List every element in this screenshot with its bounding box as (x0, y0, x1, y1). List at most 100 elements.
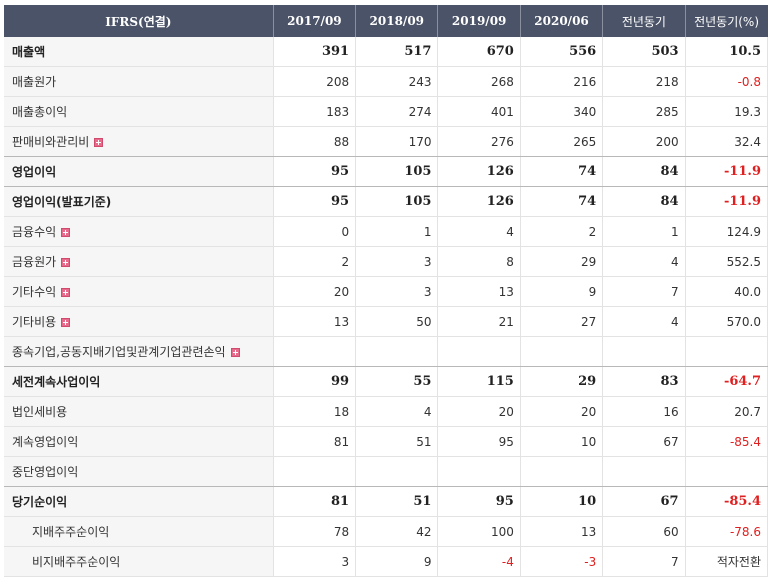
value-cell: 126 (437, 186, 521, 217)
value-cell: 50 (355, 306, 438, 337)
header-col-4: 2020/06 (519, 5, 603, 37)
value-cell: 95 (437, 486, 521, 517)
value-cell: 2 (272, 246, 356, 277)
table-row: 종속기업,공동지배기업및관계기업관련손익 (4, 336, 769, 367)
value-cell (355, 336, 438, 367)
table-row: 매출액 391 517 670 556 503 10.5 (4, 37, 769, 67)
value-cell: 105 (355, 186, 438, 217)
row-label: 세전계속사업이익 (12, 375, 101, 389)
table-row: 비지배주주순이익 3 9 -4 -3 7 적자전환 (4, 546, 769, 577)
row-label-cell: 매출액 (4, 37, 274, 67)
value-cell: -11.9 (684, 156, 769, 187)
table-row: 계속영업이익 81 51 95 10 67 -85.4 (4, 426, 769, 457)
value-cell: 18 (272, 396, 356, 427)
value-cell: 183 (272, 96, 356, 127)
header-col-2: 2018/09 (355, 5, 438, 37)
row-label: 계속영업이익 (12, 435, 79, 449)
value-cell: 83 (602, 366, 686, 397)
value-cell: 51 (355, 486, 438, 517)
expand-plus-icon[interactable] (61, 258, 71, 267)
row-label-cell: 당기순이익 (4, 486, 274, 517)
value-cell: 32.4 (684, 126, 769, 157)
value-cell: 285 (602, 96, 686, 127)
value-cell: -3 (519, 546, 603, 577)
row-label-cell: 영업이익(발표기준) (4, 186, 274, 217)
value-cell: 2 (519, 216, 603, 247)
value-cell: 552.5 (684, 246, 769, 277)
value-cell (684, 336, 769, 367)
value-cell (519, 456, 603, 487)
value-cell: 95 (272, 186, 356, 217)
row-label-cell: 매출총이익 (4, 96, 274, 127)
value-cell: 391 (272, 37, 356, 67)
value-cell: 51 (355, 426, 438, 457)
value-cell: 7 (602, 546, 686, 577)
value-cell: 99 (272, 366, 356, 397)
value-cell: 276 (437, 126, 521, 157)
value-cell: 4 (355, 396, 438, 427)
value-cell (272, 336, 356, 367)
value-cell: 126 (437, 156, 521, 187)
header-row: IFRS(연결) 2017/09 2018/09 2019/09 2020/06… (4, 5, 768, 37)
value-cell: 218 (602, 66, 686, 97)
header-col-5: 전년동기 (602, 5, 686, 37)
value-cell (684, 456, 769, 487)
row-label: 매출총이익 (12, 105, 68, 119)
value-cell: 340 (519, 96, 603, 127)
row-label: 판매비와관리비 (12, 135, 90, 149)
row-label: 종속기업,공동지배기업및관계기업관련손익 (12, 345, 226, 359)
table-row: 기타비용 13 50 21 27 4 570.0 (4, 306, 769, 337)
expand-plus-icon[interactable] (61, 318, 71, 327)
table-row: 세전계속사업이익 99 55 115 29 83 -64.7 (4, 366, 769, 397)
income-statement-table-wrap: IFRS(연결) 2017/09 2018/09 2019/09 2020/06… (4, 5, 769, 577)
row-label-cell: 중단영업이익 (4, 456, 274, 487)
row-label: 당기순이익 (12, 495, 68, 509)
value-cell (437, 336, 521, 367)
value-cell: 67 (602, 426, 686, 457)
value-cell: 517 (355, 37, 438, 67)
value-cell: 19.3 (684, 96, 769, 127)
table-row: 매출원가 208 243 268 216 218 -0.8 (4, 66, 769, 97)
row-label: 기타수익 (12, 285, 57, 299)
value-cell: 0 (272, 216, 356, 247)
value-cell: 3 (355, 276, 438, 307)
row-label: 기타비용 (12, 315, 57, 329)
table-row: 영업이익 95 105 126 74 84 -11.9 (4, 156, 769, 187)
row-label: 금융수익 (12, 225, 57, 239)
expand-plus-icon[interactable] (230, 348, 240, 357)
value-cell: 124.9 (684, 216, 769, 247)
value-cell: 적자전환 (684, 546, 769, 577)
value-cell: 4 (602, 246, 686, 277)
row-label: 법인세비용 (12, 405, 68, 419)
expand-plus-icon[interactable] (61, 288, 71, 297)
expand-plus-icon[interactable] (94, 138, 104, 147)
value-cell (272, 456, 356, 487)
row-label: 비지배주주순이익 (32, 555, 121, 569)
expand-plus-icon[interactable] (61, 228, 71, 237)
value-cell: 95 (437, 426, 521, 457)
row-label-cell: 판매비와관리비 (4, 126, 274, 157)
value-cell (355, 456, 438, 487)
value-cell: 243 (355, 66, 438, 97)
value-cell: 4 (602, 306, 686, 337)
value-cell: 74 (519, 156, 603, 187)
table-row: 지배주주순이익 78 42 100 13 60 -78.6 (4, 516, 769, 547)
value-cell: 556 (519, 37, 603, 67)
value-cell: 95 (272, 156, 356, 187)
value-cell (437, 456, 521, 487)
table-row: 금융수익 0 1 4 2 1 124.9 (4, 216, 769, 247)
row-label-cell: 계속영업이익 (4, 426, 274, 457)
row-label-cell: 지배주주순이익 (4, 516, 274, 547)
row-label: 매출원가 (12, 75, 57, 89)
value-cell: -78.6 (684, 516, 769, 547)
row-label-cell: 기타수익 (4, 276, 274, 307)
row-label: 지배주주순이익 (32, 525, 110, 539)
value-cell: 67 (602, 486, 686, 517)
row-label-cell: 금융원가 (4, 246, 274, 277)
row-label: 금융원가 (12, 255, 57, 269)
value-cell: 20 (272, 276, 356, 307)
table-row: 판매비와관리비 88 170 276 265 200 32.4 (4, 126, 769, 157)
table-row: 기타수익 20 3 13 9 7 40.0 (4, 276, 769, 307)
value-cell: 8 (437, 246, 521, 277)
header-title: IFRS(연결) (4, 5, 274, 37)
